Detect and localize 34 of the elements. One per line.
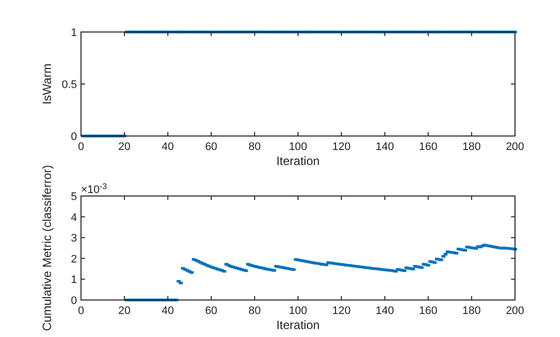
x-tick-label: 180 (462, 141, 481, 153)
y-tick-label: 2 (70, 253, 77, 266)
x-tick-label: 100 (288, 141, 308, 153)
y-tick-label: 0 (70, 295, 77, 307)
y-tick-label: 0.5 (62, 79, 77, 91)
x-tick-label: 80 (248, 141, 261, 153)
y-tick-label: 5 (70, 191, 77, 203)
x-tick-label: 80 (248, 305, 261, 317)
x-tick-label: 40 (162, 305, 174, 317)
x-tick-label: 40 (162, 141, 174, 153)
x-tick-label: 120 (332, 305, 351, 317)
x-tick-label: 160 (419, 141, 438, 153)
y-axis-title: IsWarm (40, 64, 54, 104)
x-tick-label: 140 (376, 305, 394, 317)
x-axis-title: Iteration (276, 318, 320, 332)
x-tick-label: 60 (205, 141, 218, 153)
y-tick-label: 1 (70, 27, 77, 39)
x-tick-label: 120 (332, 141, 351, 153)
x-tick-label: 100 (288, 305, 308, 317)
x-tick-label: 200 (506, 305, 524, 317)
x-tick-label: 200 (506, 141, 524, 153)
x-tick-label: 20 (118, 141, 131, 153)
x-axis-title: Iteration (276, 154, 320, 168)
y-tick-label: 0 (70, 131, 77, 143)
x-tick-label: 180 (462, 305, 481, 317)
y-tick-label: 4 (70, 212, 77, 224)
x-tick-label: 20 (118, 305, 131, 317)
annotation: ×10$^{-3}$ (81, 182, 108, 196)
x-tick-label: 140 (376, 141, 394, 153)
y-axis-title: Cumulative Metric (classiferror) (40, 164, 54, 332)
y-tick-label: 1 (70, 274, 77, 286)
x-tick-label: 160 (419, 305, 438, 317)
x-tick-label: 60 (205, 305, 218, 317)
y-tick-label: 3 (70, 232, 77, 245)
